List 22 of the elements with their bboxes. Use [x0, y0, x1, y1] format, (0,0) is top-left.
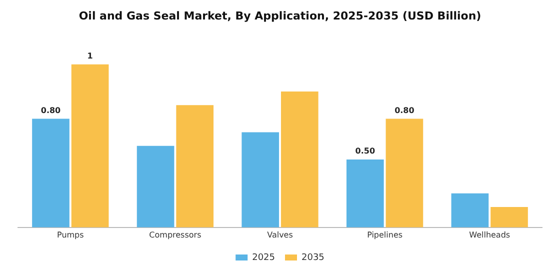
- x-tick-label: Valves: [267, 230, 293, 240]
- legend-label: 2035: [302, 252, 324, 263]
- x-tick-label: Pumps: [57, 230, 84, 240]
- bar: [32, 118, 70, 228]
- bar: [176, 105, 214, 228]
- chart-title: Oil and Gas Seal Market, By Application, 2025-2035 (USD Billion): [78, 9, 482, 22]
- bar: [451, 193, 489, 228]
- bar: [386, 118, 424, 228]
- bar: [490, 207, 528, 228]
- x-tick-label: Wellheads: [469, 230, 510, 240]
- x-tick-label: Compressors: [149, 230, 202, 240]
- data-label: 1: [87, 51, 94, 60]
- bar: [242, 132, 280, 228]
- bar: [136, 146, 174, 228]
- legend-label: 2025: [252, 252, 275, 263]
- data-label: 0.50: [355, 146, 376, 156]
- data-label: 0.80: [394, 106, 415, 115]
- bar: [71, 64, 109, 228]
- bar: [280, 92, 318, 228]
- bar: [346, 159, 384, 228]
- x-tick-label: Pipelines: [367, 230, 403, 240]
- data-label: 0.80: [40, 106, 62, 115]
